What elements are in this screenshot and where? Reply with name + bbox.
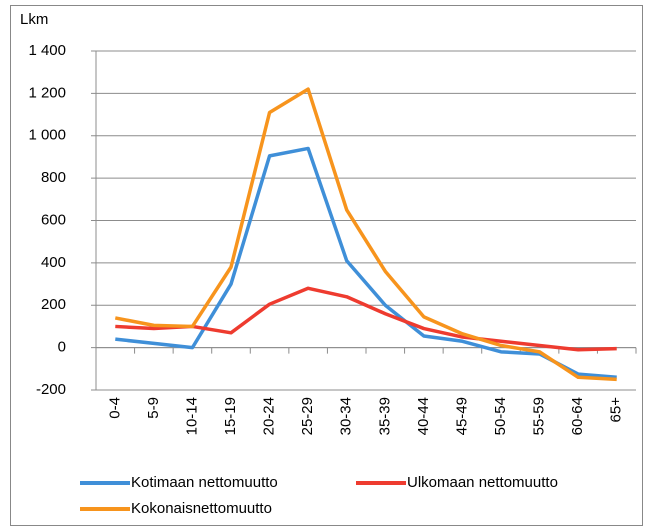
legend-label: Kotimaan nettomuutto [131,474,278,491]
x-tick-label: 0-4 [106,397,123,419]
y-tick-label: 600 [41,211,66,228]
y-tick-label: 800 [41,169,66,186]
x-tick-label: 60-64 [569,397,586,435]
x-tick-label: 30-34 [338,397,355,435]
chart-frame [10,5,643,526]
y-tick-label: 400 [41,254,66,271]
y-tick-label: 1 000 [28,127,66,144]
series-line [114,87,617,382]
x-tick-label: 15-19 [222,397,239,435]
y-tick-label: 1 200 [28,84,66,101]
x-tick-label: 25-29 [299,397,316,435]
x-tick-label: 5-9 [145,397,162,419]
y-axis-label: Lkm [20,11,48,28]
x-tick-label: 40-44 [415,397,432,435]
y-tick-label: 0 [58,339,66,356]
legend-label: Ulkomaan nettomuutto [407,474,558,491]
y-tick-label: 200 [41,296,66,313]
x-tick-label: 65+ [608,397,625,423]
x-tick-label: 10-14 [183,397,200,435]
x-tick-label: 35-39 [376,397,393,435]
x-tick-label: 20-24 [261,397,278,435]
y-tick-label: -200 [36,381,66,398]
x-tick-label: 55-59 [531,397,548,435]
series-line [115,286,617,352]
y-tick-label: 1 400 [28,42,66,59]
legend-label: Kokonaisnettomuutto [131,500,272,517]
x-tick-label: 45-49 [453,397,470,435]
series-line [115,146,617,380]
x-tick-label: 50-54 [492,397,509,435]
